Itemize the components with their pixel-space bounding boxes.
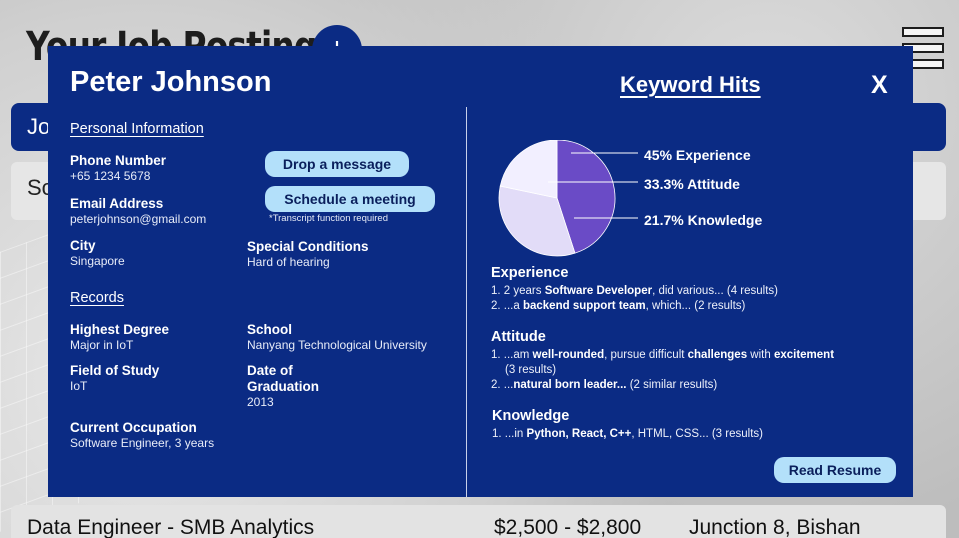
pie-label-attitude: 33.3% Attitude <box>644 176 740 192</box>
city-field: City Singapore <box>70 238 125 269</box>
tab-bar-label: Jo <box>27 114 51 139</box>
knowledge-hits: Knowledge 1. ...in Python, React, C++, H… <box>492 407 763 442</box>
occupation-label: Current Occupation <box>70 420 197 435</box>
phone-field: Phone Number +65 1234 5678 <box>70 153 166 184</box>
candidate-modal: Peter Johnson Keyword Hits X Personal In… <box>48 46 913 497</box>
occupation-value: Software Engineer, 3 years <box>70 436 215 450</box>
pie-slice-experience <box>556 140 616 254</box>
drop-message-button[interactable]: Drop a message <box>265 151 409 177</box>
column-divider <box>466 107 467 497</box>
email-value: peterjohnson@gmail.com <box>70 212 207 226</box>
attitude-hits: Attitude 1. ...am well-rounded, pursue d… <box>491 328 834 393</box>
phone-label: Phone Number <box>70 153 167 168</box>
personal-info-heading: Personal Information <box>70 121 204 137</box>
study-value: IoT <box>70 379 88 393</box>
pie-slice-attitude <box>498 185 576 257</box>
study-label: Field of Study <box>70 363 160 378</box>
keyword-pie-chart <box>498 140 638 257</box>
graduation-label-2: Graduation <box>247 379 320 394</box>
attitude-heading: Attitude <box>491 329 546 345</box>
conditions-field: Special Conditions Hard of hearing <box>247 239 369 270</box>
experience-heading: Experience <box>491 265 569 281</box>
schedule-meeting-button[interactable]: Schedule a meeting <box>265 186 435 212</box>
job-title: Data Engineer - SMB Analytics <box>27 516 315 538</box>
city-label: City <box>70 238 96 253</box>
hamburger-menu-icon[interactable] <box>902 27 944 69</box>
degree-field: Highest Degree Major in IoT <box>70 322 169 353</box>
email-field: Email Address peterjohnson@gmail.com <box>70 196 206 227</box>
graduation-value: 2013 <box>247 395 274 409</box>
attitude-hit-1: 1. ...am well-rounded, pursue difficult … <box>491 349 835 376</box>
occupation-field: Current Occupation Software Engineer, 3 … <box>70 420 214 451</box>
close-icon[interactable]: X <box>871 71 888 99</box>
conditions-label: Special Conditions <box>247 239 369 254</box>
conditions-value: Hard of hearing <box>247 255 330 269</box>
pie-slice-knowledge <box>499 140 558 199</box>
study-field: Field of Study IoT <box>70 363 159 394</box>
graduation-label-1: Date of <box>247 363 293 378</box>
job-row[interactable]: Data Engineer - SMB Analytics $2,500 - $… <box>11 505 946 538</box>
attitude-hit-2: 2. ...natural born leader... (2 similar … <box>491 379 718 391</box>
job-location: Junction 8, Bishan <box>689 516 861 538</box>
pie-label-experience: 45% Experience <box>644 147 751 163</box>
experience-hits: Experience 1. 2 years Software Developer… <box>491 264 778 314</box>
keyword-hits-title: Keyword Hits <box>620 72 761 97</box>
school-label: School <box>247 322 293 337</box>
pie-label-knowledge: 21.7% Knowledge <box>644 212 763 228</box>
records-heading: Records <box>70 290 124 306</box>
school-field: School Nanyang Technological University <box>247 322 427 353</box>
degree-value: Major in IoT <box>70 338 134 352</box>
job-pay: $2,500 - $2,800 <box>494 516 642 538</box>
city-value: Singapore <box>70 254 125 268</box>
experience-hit-1: 1. 2 years Software Developer, did vario… <box>491 285 778 297</box>
school-value: Nanyang Technological University <box>247 338 427 352</box>
transcript-note: *Transcript function required <box>269 213 388 224</box>
email-label: Email Address <box>70 196 164 211</box>
knowledge-hit-1: 1. ...in Python, React, C++, HTML, CSS..… <box>492 428 763 440</box>
graduation-field: Date of Graduation 2013 <box>247 363 319 410</box>
knowledge-heading: Knowledge <box>492 408 570 424</box>
phone-value: +65 1234 5678 <box>70 169 151 183</box>
experience-hit-2: 2. ...a backend support team, which... (… <box>491 300 746 312</box>
read-resume-button[interactable]: Read Resume <box>774 457 896 483</box>
degree-label: Highest Degree <box>70 322 170 337</box>
candidate-name: Peter Johnson <box>70 66 272 98</box>
